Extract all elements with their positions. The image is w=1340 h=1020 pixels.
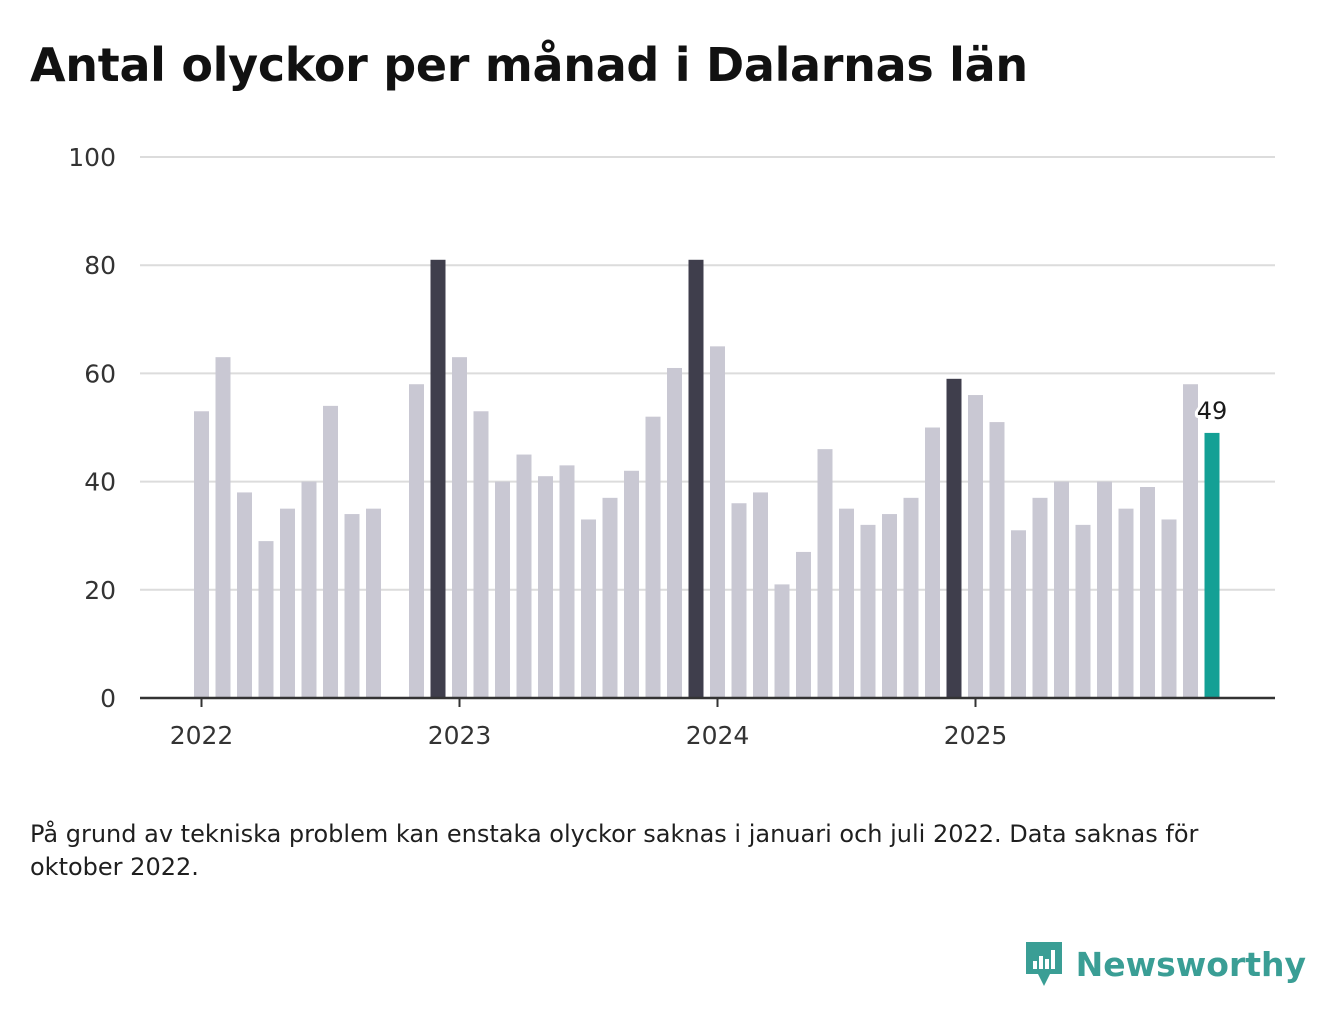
y-tick-label: 60 [84,359,116,388]
bar [667,367,682,698]
bar [280,508,295,698]
bar [1032,497,1048,698]
y-tick-label: 80 [84,251,116,280]
bar [839,508,854,698]
bar [1011,530,1026,698]
bar [753,492,768,698]
bar [366,508,381,698]
bar [710,346,725,698]
bar [1054,481,1069,698]
newsworthy-logo-icon [1025,942,1062,986]
bar [301,481,317,698]
x-tick-label: 2023 [428,721,492,750]
bar [1183,384,1198,698]
bar [1075,524,1091,698]
footnote: På grund av tekniska problem kan enstaka… [30,820,1199,881]
bar [989,422,1005,698]
brand-logo: Newsworthy [1024,940,1306,988]
data-label-latest: 49 [1197,397,1228,425]
bar [409,384,424,698]
bar [430,259,446,698]
bar [237,492,252,698]
bar [1140,487,1155,698]
y-tick-label: 100 [68,143,116,172]
bar [817,449,833,698]
brand-name: Newsworthy [1075,944,1306,984]
bar [495,481,510,698]
bar [215,357,231,698]
bar [516,454,532,698]
bar [1204,432,1220,698]
bar [258,541,274,698]
bar [688,259,704,698]
bar [731,503,747,698]
bar [946,378,962,698]
bar [925,427,940,698]
chart-title: Antal olyckor per månad i Dalarnas län [30,38,1028,92]
bar [624,470,639,698]
bar [1161,519,1177,698]
y-tick-label: 20 [84,576,116,605]
bar [194,411,209,698]
bar [1118,508,1134,698]
bar [645,416,661,698]
bar [1097,481,1112,698]
bar [774,584,790,698]
y-tick-label: 0 [100,684,116,713]
bar [473,411,489,698]
x-tick-label: 2022 [170,721,234,750]
bar [903,497,919,698]
bar [344,514,360,698]
x-tick-label: 2024 [686,721,750,750]
bar [968,395,983,698]
bar [323,405,338,698]
bar [538,476,553,698]
bar [796,551,811,698]
x-tick-label: 2025 [944,721,1008,750]
y-tick-label: 40 [84,468,116,497]
bar [581,519,596,698]
bar [452,357,467,698]
bar-chart: 0 20 40 60 80 100 2022 2023 2024 2025 49 [68,143,1275,750]
bar [860,524,876,698]
bar [602,497,618,698]
bar [882,514,897,698]
bar [559,465,575,698]
